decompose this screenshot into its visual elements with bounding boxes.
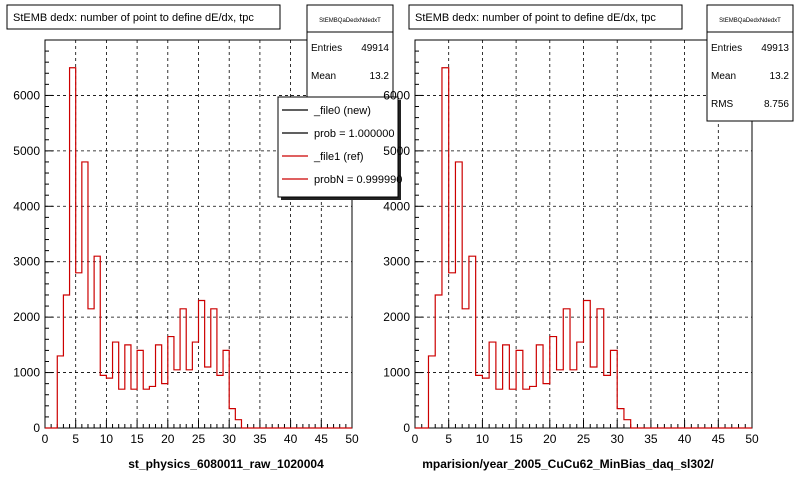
- stats-name: StEMBQaDedxNdedxT: [319, 18, 381, 24]
- stats-label: Entries: [311, 43, 342, 54]
- y-tick-label: 6000: [13, 88, 40, 102]
- stats-value: 49913: [761, 43, 789, 54]
- x-tick-label: 45: [712, 432, 726, 446]
- x-tick-label: 35: [253, 432, 267, 446]
- y-tick-label: 4000: [383, 199, 410, 213]
- x-tick-label: 30: [611, 432, 625, 446]
- legend-label: _file0 (new): [313, 105, 371, 117]
- chart-title: StEMB dedx: number of point to define dE…: [13, 12, 254, 24]
- x-tick-label: 45: [315, 432, 329, 446]
- x-tick-label: 40: [284, 432, 298, 446]
- stats-value: 49914: [361, 43, 389, 54]
- x-tick-label: 50: [745, 432, 759, 446]
- stats-value: 13.2: [770, 71, 790, 82]
- x-tick-label: 20: [543, 432, 557, 446]
- stats-label: RMS: [711, 99, 734, 110]
- y-tick-label: 1000: [13, 366, 40, 380]
- histogram-line: [415, 67, 752, 429]
- stats-name: StEMBQaDedxNdedxT: [719, 18, 781, 24]
- legend-label: probN = 0.999990: [314, 174, 402, 186]
- x-tick-label: 0: [42, 432, 49, 446]
- x-tick-label: 25: [577, 432, 591, 446]
- x-tick-label: 0: [412, 432, 419, 446]
- stats-label: Mean: [711, 71, 736, 82]
- y-tick-label: 3000: [13, 255, 40, 269]
- stats-value: 13.2: [370, 71, 390, 82]
- y-tick-label: 0: [33, 421, 40, 435]
- x-tick-label: 20: [161, 432, 175, 446]
- x-tick-label: 10: [100, 432, 114, 446]
- title-box: [408, 4, 683, 30]
- chart-panel-2: 0 5 10 15 20 25 30 35 40 45 50 0 1000 2000 3000 4000 500…: [383, 4, 794, 471]
- x-axis-label: mparision/year_2005_CuCu62_MinBias_daq_s…: [422, 457, 714, 471]
- y-tick-label: 2000: [383, 310, 410, 324]
- stats-label: Entries: [711, 43, 742, 54]
- y-tick-label: 5000: [13, 144, 40, 158]
- x-tick-label: 15: [509, 432, 523, 446]
- x-tick-label: 40: [678, 432, 692, 446]
- x-tick-label: 5: [72, 432, 79, 446]
- x-tick-label: 10: [476, 432, 490, 446]
- x-tick-label: 5: [445, 432, 452, 446]
- x-tick-label: 30: [223, 432, 237, 446]
- chart-title: StEMB dedx: number of point to define dE…: [415, 12, 656, 24]
- y-tick-label: 6000: [383, 88, 410, 102]
- y-tick-label: 3000: [383, 255, 410, 269]
- legend-label: _file1 (ref): [313, 151, 364, 163]
- legend-box: [277, 96, 399, 198]
- x-tick-label: 50: [345, 432, 359, 446]
- x-axis-label: st_physics_6080011_raw_1020004: [128, 457, 324, 471]
- title-box: [6, 4, 281, 30]
- x-tick-label: 25: [192, 432, 206, 446]
- legend-label: prob = 1.000000: [314, 128, 394, 140]
- histogram-line: [45, 67, 352, 429]
- stats-value: 8.756: [764, 99, 789, 110]
- stats-label: Mean: [311, 71, 336, 82]
- y-tick-label: 0: [403, 421, 410, 435]
- y-tick-label: 1000: [383, 366, 410, 380]
- chart-panel-1: 0 5 10 15 20 25 30 35 40 45 50 0 1000 2000 3000 4000 500…: [6, 4, 402, 471]
- x-tick-label: 35: [644, 432, 658, 446]
- x-tick-label: 15: [130, 432, 144, 446]
- y-tick-label: 2000: [13, 310, 40, 324]
- y-tick-label: 5000: [383, 144, 410, 158]
- stats-box: [706, 4, 794, 122]
- y-tick-label: 4000: [13, 199, 40, 213]
